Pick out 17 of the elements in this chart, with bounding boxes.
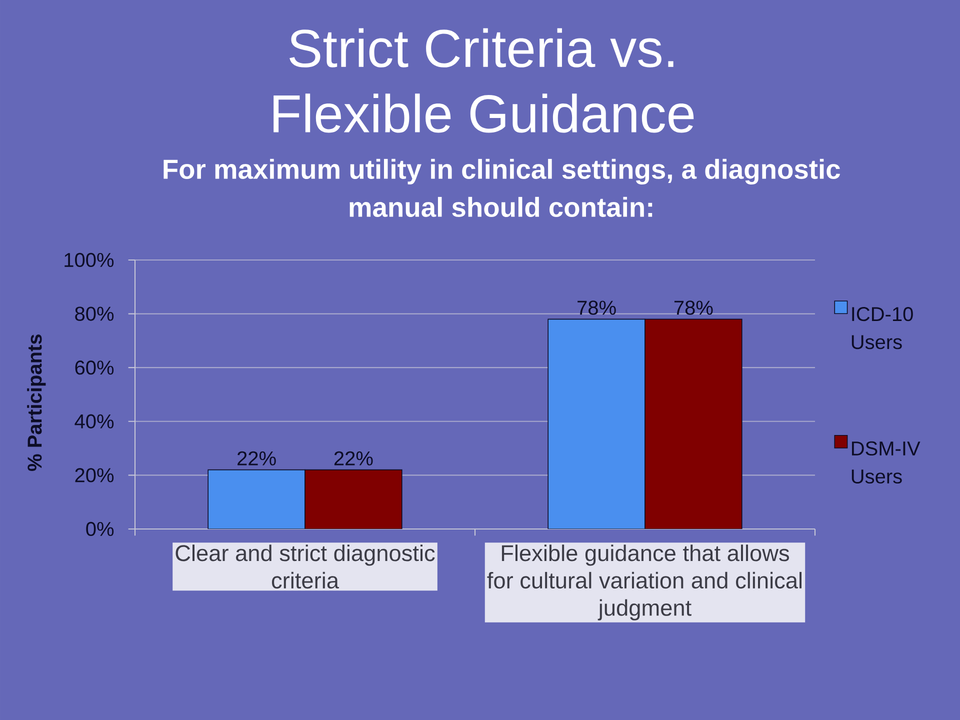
y-tick-label: 20% (75, 468, 114, 482)
legend-label: DSM-IV Users (852, 441, 920, 484)
y-tick-label: 0% (86, 522, 114, 536)
legend-label: ICD-10 Users (852, 306, 913, 350)
y-tick-label: 100% (64, 252, 114, 268)
y-tick-label: 80% (75, 306, 114, 321)
y-tick-label: 60% (75, 360, 114, 375)
x-tick-label: Clear and strict diagnostic criteria (176, 544, 435, 589)
data-label: 22% (238, 451, 276, 466)
data-label: 78% (578, 300, 616, 315)
data-label: 78% (674, 300, 713, 315)
chart-subtitle: For maximum utility in clinical settings, a diagnostic manual should contain: (164, 158, 840, 217)
y-axis-title: % Participants (27, 334, 46, 471)
chart-title: Strict Criteria vs. Flexible Guidance (274, 28, 694, 133)
x-tick-label: Flexible guidance that allows for cultural variation and clinical judgment (487, 544, 802, 620)
data-label: 22% (334, 451, 373, 466)
y-tick-label: 40% (74, 414, 114, 428)
